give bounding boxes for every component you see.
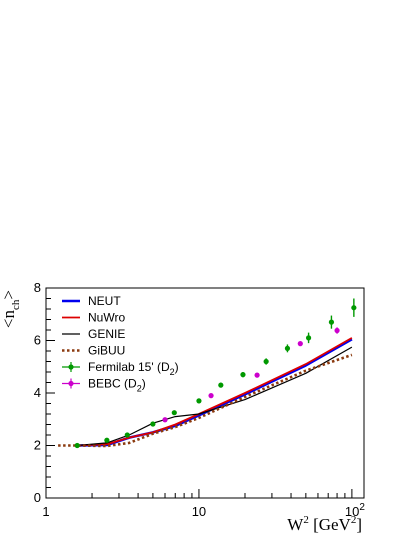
y-tick-label: 8	[34, 280, 41, 295]
data-point-bebc-d	[254, 372, 260, 378]
data-point-fermilab-15-d	[150, 421, 156, 427]
data-point-fermilab-15-d	[240, 372, 246, 378]
data-point-fermilab-15-d	[74, 442, 80, 449]
legend-label: NEUT	[88, 294, 121, 308]
data-point-fermilab-15-d	[196, 398, 202, 404]
x-tick-label: 1	[42, 504, 49, 519]
ticks-layer: 0 2 4 6 8 1 10 102	[34, 280, 366, 519]
data-point-fermilab-15-d	[124, 432, 130, 438]
data-point-fermilab-15-d	[351, 305, 357, 311]
curves-layer	[58, 337, 353, 448]
legend-swatch-marker	[68, 380, 74, 387]
legend-label: Fermilab 15' (D2)	[88, 360, 179, 377]
y-tick-label: 2	[34, 438, 41, 453]
series-line-genie	[77, 346, 353, 447]
data-point-fermilab-15-d	[171, 410, 177, 416]
y-tick-label: 4	[34, 385, 41, 400]
data-point-bebc-d	[208, 393, 214, 399]
x-tick-label: 10	[192, 504, 206, 519]
data-point-fermilab-15-d	[263, 358, 269, 365]
data-point-fermilab-15-d	[328, 319, 335, 325]
y-tick-label: 0	[34, 490, 41, 505]
legend-label: BEBC (D2)	[88, 377, 146, 394]
legend-swatch-marker	[68, 364, 74, 370]
data-point-bebc-d	[334, 327, 340, 334]
series-line-nuwro	[77, 337, 353, 447]
data-point-fermilab-15-d	[284, 345, 291, 351]
legend-label: GiBUU	[88, 344, 125, 358]
x-tick-label: 102	[345, 502, 365, 519]
y-tick-label: 6	[34, 333, 41, 348]
data-point-bebc-d	[297, 341, 303, 347]
data-point-fermilab-15-d	[218, 382, 224, 388]
legend: NEUT NuWro GENIE GiBUU Fermilab 15' (D2)BEBC…	[62, 294, 179, 394]
data-point-fermilab-15-d	[104, 437, 110, 443]
y-axis-title: <nch>	[0, 290, 22, 328]
x-axis-title: W2 [GeV2]	[287, 514, 362, 534]
points-layer	[74, 298, 357, 449]
legend-label: NuWro	[88, 311, 125, 325]
data-point-bebc-d	[162, 417, 168, 423]
data-point-fermilab-15-d	[305, 335, 312, 341]
legend-label: GENIE	[88, 327, 125, 341]
